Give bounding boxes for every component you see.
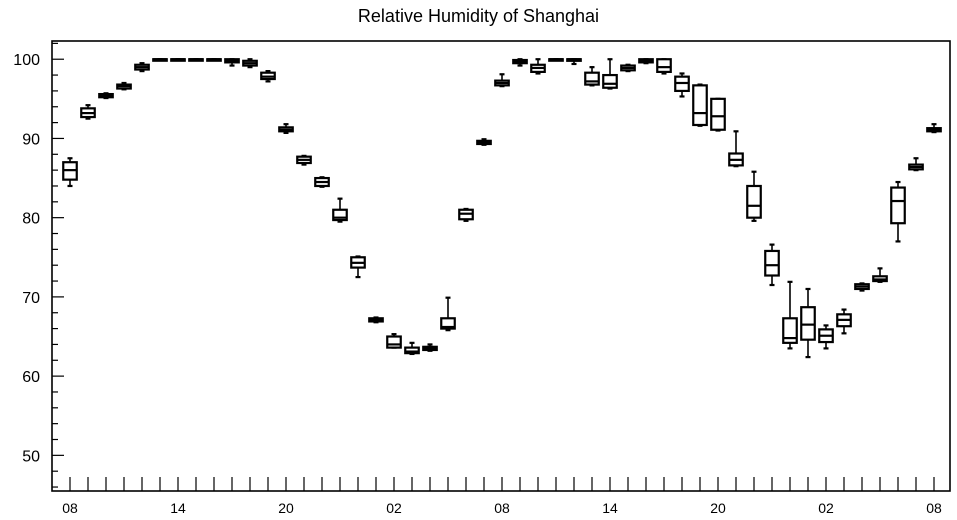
box-hour-48 <box>926 123 942 134</box>
box-hour-20 <box>422 343 438 352</box>
box-hour-42 <box>818 324 834 350</box>
box-hour-38 <box>746 170 762 222</box>
box-hour-33 <box>656 58 672 75</box>
box-hour-13 <box>296 154 312 166</box>
y-tick-label: 90 <box>22 131 40 148</box>
box-iqr <box>710 97 726 131</box>
box-hour-14 <box>314 176 330 188</box>
box-iqr <box>800 306 816 341</box>
chart-title: Relative Humidity of Shanghai <box>357 6 600 26</box>
box-hour-30 <box>602 58 618 90</box>
box-hour-19 <box>404 341 420 356</box>
box-hour-23 <box>476 138 492 146</box>
box-iqr <box>764 249 780 277</box>
box-hour-2 <box>98 92 114 100</box>
x-tick-label: 20 <box>710 500 726 516</box>
box-hour-16 <box>350 255 366 279</box>
box-iqr <box>584 71 600 86</box>
box-iqr <box>890 186 906 225</box>
box-hour-46 <box>890 180 906 243</box>
box-hour-4 <box>134 62 150 73</box>
y-tick-label: 100 <box>13 52 40 69</box>
x-tick-label: 14 <box>170 500 186 516</box>
box-hour-28 <box>566 58 582 66</box>
box-hour-29 <box>584 66 600 87</box>
box-hour-12 <box>278 123 294 135</box>
box-hour-37 <box>728 130 744 168</box>
x-tick-label: 20 <box>278 500 294 516</box>
box-hour-40 <box>782 280 798 350</box>
box-hour-8 <box>206 58 222 62</box>
box-iqr <box>746 184 762 219</box>
box-hour-25 <box>512 58 528 67</box>
x-tick-label: 08 <box>926 500 942 516</box>
box-hour-47 <box>908 157 924 172</box>
y-tick-label: 60 <box>22 369 40 386</box>
box-hour-3 <box>116 81 132 91</box>
box-iqr <box>440 317 456 330</box>
y-tick-label: 50 <box>22 448 40 465</box>
x-tick-label: 08 <box>62 500 78 516</box>
box-hour-32 <box>638 58 654 65</box>
box-hour-24 <box>494 73 510 88</box>
box-hour-6 <box>170 58 186 62</box>
box-iqr <box>692 84 708 127</box>
box-hour-43 <box>836 308 852 335</box>
box-iqr <box>656 58 672 73</box>
box-hour-11 <box>260 70 276 83</box>
box-hour-44 <box>854 282 870 292</box>
box-hour-31 <box>620 63 636 73</box>
x-tick-label: 14 <box>602 500 618 516</box>
box-hour-45 <box>872 267 888 283</box>
box-hour-21 <box>440 296 456 332</box>
y-tick-label: 70 <box>22 290 40 307</box>
box-hour-41 <box>800 287 816 359</box>
x-tick-label: 02 <box>818 500 834 516</box>
x-axis: 08 14 20 02 08 14 20 02 08 <box>62 477 942 516</box>
box-hour-34 <box>674 72 690 98</box>
box-hour-1 <box>80 104 96 120</box>
box-hour-27 <box>548 58 564 62</box>
box-series <box>62 58 942 359</box>
box-hour-39 <box>764 243 780 287</box>
box-hour-10 <box>242 58 258 69</box>
box-hour-17 <box>368 316 384 324</box>
box-hour-9 <box>224 58 240 67</box>
plot-frame <box>51 40 951 492</box>
box-iqr <box>782 317 798 344</box>
box-hour-22 <box>458 207 474 222</box>
box-hour-7 <box>188 58 204 62</box>
box-iqr <box>602 73 618 89</box>
x-tick-label: 08 <box>494 500 510 516</box>
box-hour-15 <box>332 197 348 223</box>
y-tick-label: 80 <box>22 211 40 228</box>
box-iqr <box>332 208 348 222</box>
box-iqr <box>386 335 402 349</box>
y-axis: 50 60 70 80 90 100 <box>13 42 64 488</box>
x-tick-label: 02 <box>386 500 402 516</box>
box-hour-5 <box>152 58 168 62</box>
box-hour-18 <box>386 333 402 349</box>
box-hour-0 <box>62 157 78 188</box>
box-hour-26 <box>530 58 546 75</box>
box-hour-36 <box>710 97 726 132</box>
box-iqr <box>404 346 420 355</box>
box-hour-35 <box>692 83 708 127</box>
